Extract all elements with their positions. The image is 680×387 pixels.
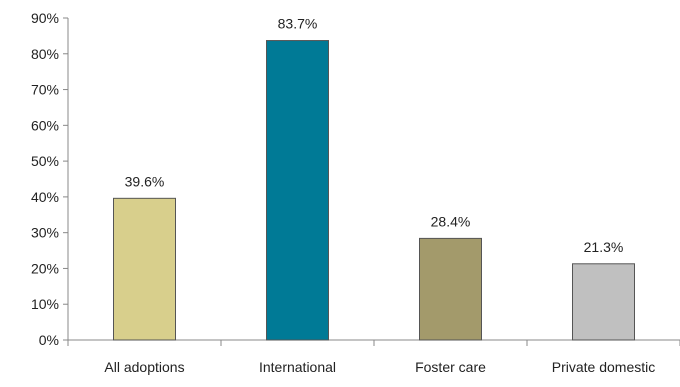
y-tick-label: 90%	[31, 10, 59, 26]
y-tick-label: 30%	[31, 225, 59, 241]
data-label-all-adoptions: 39.6%	[125, 173, 165, 189]
y-tick-label: 10%	[31, 296, 59, 312]
bars	[113, 40, 635, 341]
category-label-international: International	[259, 359, 336, 375]
bar-all-adoptions	[113, 197, 176, 341]
bar-international	[266, 40, 329, 341]
x-axis: All adoptions International Foster care Pri…	[67, 339, 680, 375]
category-label-foster-care: Foster care	[415, 359, 486, 375]
category-label-private-domestic: Private domestic	[552, 359, 655, 375]
y-axis: 0% 10% 20% 30% 40% 50% 60% 70% 80% 90%	[31, 10, 69, 348]
bar-private-domestic	[572, 263, 635, 341]
y-tick-label: 60%	[31, 117, 59, 133]
y-tick-label: 70%	[31, 82, 59, 98]
category-label-all-adoptions: All adoptions	[104, 359, 184, 375]
data-label-foster-care: 28.4%	[431, 213, 471, 229]
y-tick-label: 80%	[31, 46, 59, 62]
data-label-private-domestic: 21.3%	[584, 239, 624, 255]
y-tick-label: 20%	[31, 260, 59, 276]
y-tick-label: 40%	[31, 189, 59, 205]
y-tick-label: 0%	[39, 332, 59, 348]
data-labels: 39.6% 83.7% 28.4% 21.3%	[125, 16, 624, 255]
y-tick-label: 50%	[31, 153, 59, 169]
bar-foster-care	[419, 237, 482, 341]
data-label-international: 83.7%	[278, 16, 318, 32]
